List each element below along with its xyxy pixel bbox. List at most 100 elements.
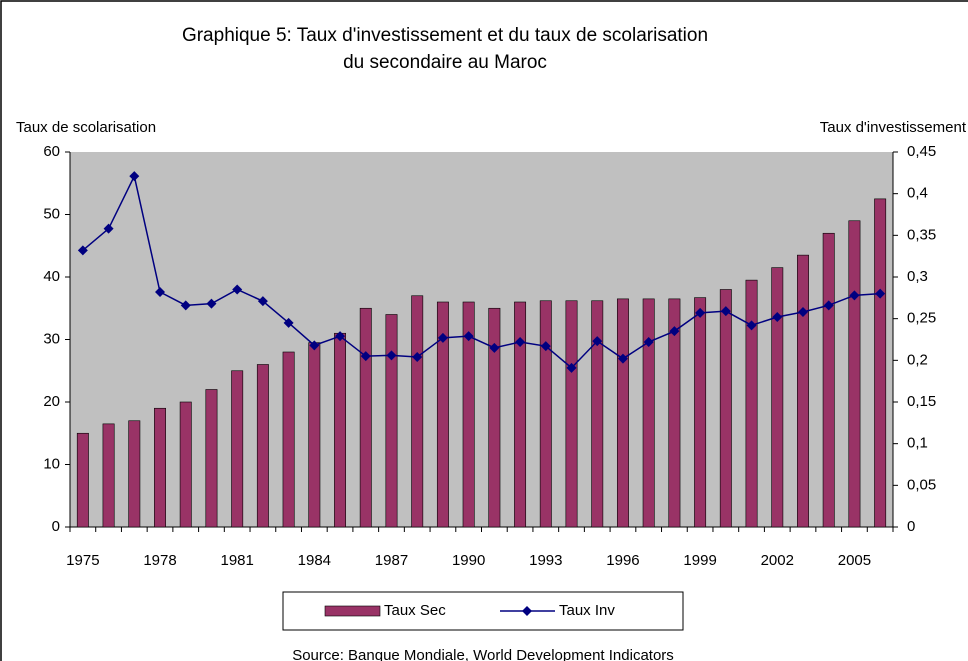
bar [745, 279, 758, 528]
bar [128, 420, 141, 528]
y-axis-label: Taux de scolarisation [16, 119, 156, 136]
marker [232, 284, 243, 295]
y2-tick-label: 0,4 [907, 185, 928, 202]
line [82, 173, 881, 369]
marker [129, 171, 140, 182]
bar [231, 370, 244, 528]
y2-tick-label: 0 [907, 518, 915, 535]
bar [616, 298, 629, 528]
x-tick-label: 1981 [220, 552, 253, 569]
marker [695, 307, 706, 318]
chart-title: Graphique 5: Taux d'investissement et du… [182, 25, 708, 46]
bar [719, 289, 732, 528]
y2-tick-label: 0,05 [907, 476, 936, 493]
x-tick-label: 2005 [838, 552, 871, 569]
y2-tick-label: 0,3 [907, 268, 928, 285]
legend-box [282, 591, 684, 631]
marker [643, 337, 654, 347]
marker [823, 300, 834, 311]
bar [154, 407, 166, 528]
marker [669, 326, 680, 337]
marker [489, 342, 500, 353]
marker [309, 340, 320, 351]
legend-label: Taux Inv [559, 602, 615, 619]
bar [874, 198, 887, 528]
marker [797, 307, 808, 317]
bar [565, 300, 578, 528]
y2-tick-label: 0,1 [907, 435, 928, 452]
marker [386, 350, 397, 361]
marker [437, 332, 448, 343]
bar [256, 364, 269, 528]
bar [359, 307, 372, 528]
marker [155, 287, 166, 297]
bar [282, 351, 295, 528]
bar [539, 300, 552, 528]
marker [875, 288, 886, 299]
bar [385, 314, 398, 528]
bar [488, 307, 501, 528]
bar [694, 297, 707, 528]
x-tick-label: 2002 [761, 552, 794, 569]
marker [180, 300, 191, 311]
y-tick-label: 30 [43, 330, 60, 347]
x-tick-label: 1993 [529, 552, 562, 569]
y2-axis-label: Taux d'investissement [820, 119, 967, 136]
bar [848, 220, 861, 528]
bar [514, 301, 527, 528]
bar [76, 432, 89, 528]
x-tick-label: 1987 [375, 552, 408, 569]
marker [540, 341, 551, 352]
marker [592, 336, 603, 347]
marker [617, 353, 628, 364]
marker [463, 331, 474, 342]
marker [772, 312, 783, 322]
marker [746, 320, 757, 331]
marker [566, 362, 577, 373]
marker [412, 352, 423, 362]
bar [205, 389, 218, 528]
bar [308, 342, 321, 528]
bar [411, 295, 424, 528]
x-tick-label: 1984 [298, 552, 331, 569]
y2-tick-label: 0,15 [907, 393, 936, 410]
marker [720, 306, 731, 317]
marker [360, 351, 371, 362]
legend-swatch [324, 605, 381, 617]
bar [668, 298, 681, 528]
marker [77, 245, 88, 256]
y2-tick-label: 0,35 [907, 226, 936, 243]
y-tick-label: 0 [52, 518, 60, 535]
marker [206, 298, 217, 309]
plot-area [70, 152, 893, 527]
bar [462, 301, 475, 528]
marker [849, 290, 860, 301]
y-tick-label: 40 [43, 268, 60, 285]
bar [334, 332, 347, 528]
marker [257, 296, 268, 307]
bar [436, 301, 449, 528]
x-tick-label: 1990 [452, 552, 485, 569]
x-tick-label: 1978 [143, 552, 176, 569]
bar [771, 267, 784, 528]
bar [102, 423, 115, 528]
chart-title: du secondaire au Maroc [343, 52, 547, 73]
bar [797, 254, 809, 528]
x-tick-label: 1999 [683, 552, 716, 569]
bar [822, 232, 835, 528]
marker [515, 337, 526, 347]
bar [179, 401, 192, 528]
y2-tick-label: 0,45 [907, 143, 936, 160]
bar [642, 298, 655, 528]
y-tick-label: 50 [43, 205, 60, 222]
source: Source: Banque Mondiale, World Developme… [292, 647, 674, 661]
x-tick-label: 1975 [66, 552, 99, 569]
bar [591, 300, 604, 528]
y-tick-label: 60 [43, 143, 60, 160]
y2-tick-label: 0,25 [907, 310, 936, 327]
y-tick-label: 20 [43, 393, 60, 410]
legend-marker [522, 606, 532, 616]
x-tick-label: 1996 [606, 552, 639, 569]
